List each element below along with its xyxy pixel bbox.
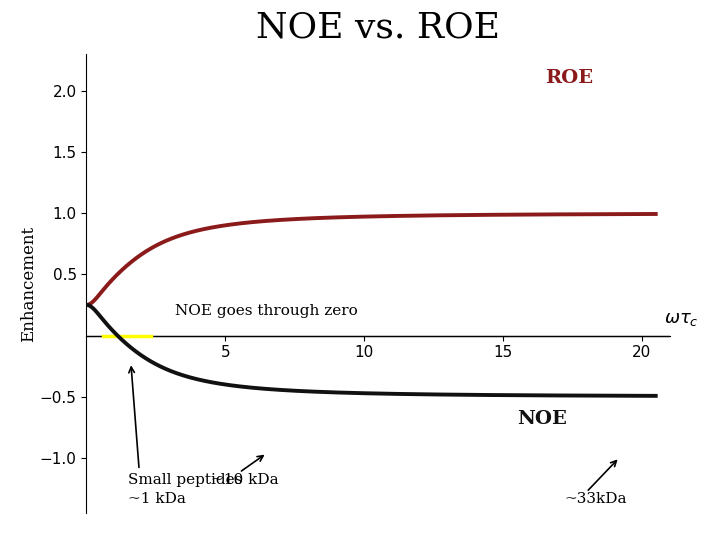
- Text: ~10 kDa: ~10 kDa: [212, 472, 279, 487]
- Title: NOE vs. ROE: NOE vs. ROE: [256, 10, 500, 44]
- Text: Small peptides: Small peptides: [128, 472, 243, 487]
- Text: ~33kDa: ~33kDa: [564, 492, 626, 506]
- Text: NOE goes through zero: NOE goes through zero: [175, 305, 358, 319]
- Text: ~1 kDa: ~1 kDa: [128, 492, 186, 506]
- Text: $\omega\tau_c$: $\omega\tau_c$: [664, 310, 698, 328]
- Text: ROE: ROE: [544, 69, 593, 87]
- Y-axis label: Enhancement: Enhancement: [20, 225, 37, 342]
- Text: NOE: NOE: [517, 410, 567, 428]
